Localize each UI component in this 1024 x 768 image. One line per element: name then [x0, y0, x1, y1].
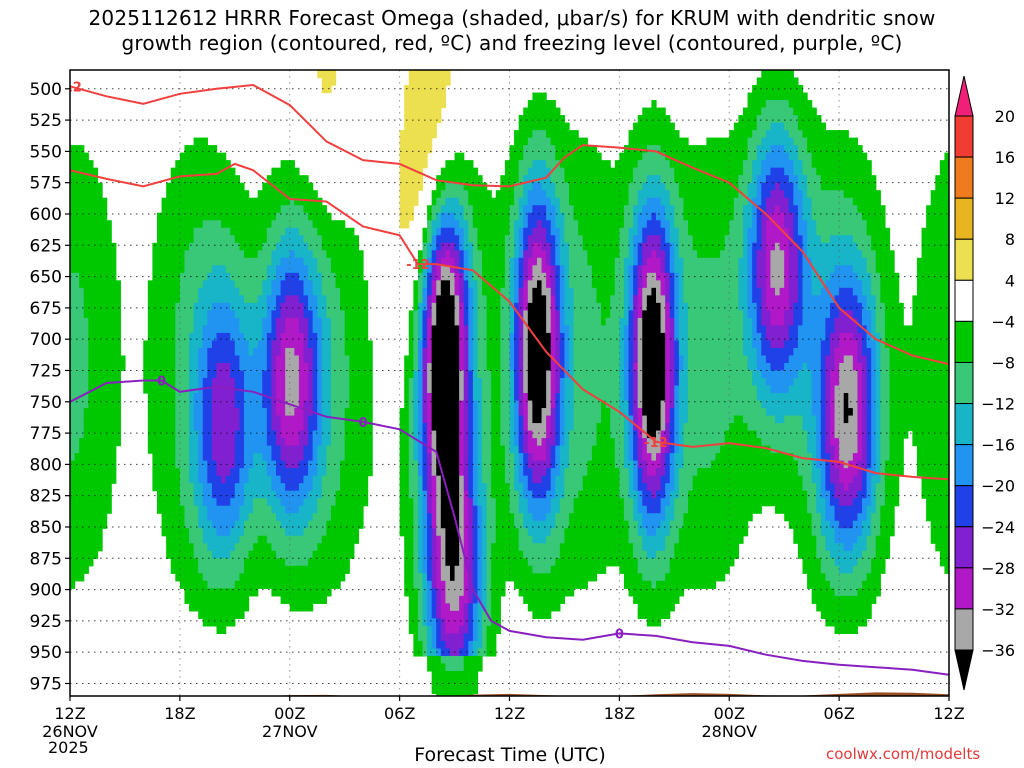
colorbar-swatch — [954, 279, 974, 322]
y-tick-label: 625 — [30, 236, 62, 256]
y-tick-label: 550 — [30, 142, 62, 162]
y-tick-label: 750 — [30, 393, 62, 413]
credit-link[interactable]: coolwx.com/modelts — [826, 745, 981, 763]
y-tick-label: 600 — [30, 205, 62, 225]
colorbar-label: −28 — [981, 559, 1015, 578]
colorbar-label: −16 — [981, 436, 1015, 455]
chart-title: 2025112612 HRRR Forecast Omega (shaded, … — [0, 6, 1024, 56]
y-tick-label: 675 — [30, 299, 62, 319]
dendritic-contour-upper — [70, 83, 949, 366]
colorbar-swatch — [954, 526, 974, 569]
x-tick-label: 18Z — [164, 704, 195, 723]
y-tick-label: 850 — [30, 518, 62, 538]
x-tick-label: 12Z — [933, 704, 964, 723]
contours: -12 -12 -12 0 0 0 — [58, 80, 949, 676]
x-tick-label: 06Z — [823, 704, 854, 723]
colorbar-label: −32 — [981, 600, 1015, 619]
colorbar-swatch — [954, 444, 974, 487]
colorbar-swatch — [954, 238, 974, 281]
y-tick-label: 800 — [30, 455, 62, 475]
x-tick-date: 28NOV — [701, 722, 757, 741]
y-tick-label: 900 — [30, 581, 62, 601]
omega-shading — [70, 70, 949, 696]
axes: 500 525 550 575 600 625 650 675 700 725 750 775 800 8… — [30, 80, 965, 741]
freezing-level-label: 0 — [358, 416, 367, 431]
colorbar-label: 20 — [995, 107, 1015, 126]
colorbar-label: 4 — [1005, 271, 1015, 290]
x-tick-label: 12Z — [54, 704, 85, 723]
colorbar-swatch — [954, 197, 974, 240]
colorbar-label: −12 — [981, 395, 1015, 414]
title-line-1: 2025112612 HRRR Forecast Omega (shaded, … — [88, 6, 936, 30]
year-label: 2025 — [48, 738, 89, 757]
x-tick-label: 00Z — [274, 704, 305, 723]
freezing-level-contour — [70, 379, 949, 676]
x-tick-date: 27NOV — [262, 722, 318, 741]
y-tick-label: 525 — [30, 111, 62, 131]
y-tick-label: 975 — [30, 674, 62, 694]
colorbar-swatch — [954, 485, 974, 528]
colorbar-swatch — [954, 156, 974, 199]
colorbar-label: −4 — [991, 312, 1015, 331]
x-tick-date: 26NOV — [42, 722, 98, 741]
x-tick-label: 12Z — [494, 704, 525, 723]
x-tick-label: 06Z — [384, 704, 415, 723]
y-tick-label: 825 — [30, 487, 62, 507]
freezing-level-contour-label: 0 — [157, 374, 166, 389]
dendritic-contour-lower-label-2: -12 — [644, 436, 668, 451]
y-tick-label: 500 — [30, 80, 62, 100]
colorbar-label: 12 — [995, 189, 1015, 208]
colorbar-label: −8 — [991, 353, 1015, 372]
dendritic-contour-lower-label: -12 — [406, 258, 430, 273]
colorbar-swatch — [954, 361, 974, 405]
x-axis-title: Forecast Time (UTC) — [414, 744, 606, 766]
dendritic-contour-upper-label: -12 — [58, 80, 82, 95]
colorbar-swatch — [954, 320, 974, 363]
colorbar-top-arrow — [954, 75, 974, 117]
x-tick-label: 00Z — [714, 704, 745, 723]
dendritic-contour-lower — [70, 162, 949, 481]
colorbar-label: −20 — [981, 477, 1015, 496]
y-tick-label: 725 — [30, 361, 62, 381]
y-tick-label: 950 — [30, 643, 62, 663]
title-line-2: growth region (contoured, red, ºC) and f… — [121, 31, 903, 55]
colorbar: 20 16 12 8 4 −4 −8 −12 −16 −20 −24 −28 −32 −36 — [954, 75, 1015, 691]
colorbar-label: 8 — [1005, 230, 1015, 249]
y-tick-label: 925 — [30, 612, 62, 632]
colorbar-label: −24 — [981, 518, 1015, 537]
colorbar-swatch — [954, 608, 974, 651]
colorbar-label: −36 — [981, 641, 1015, 660]
colorbar-label: 16 — [995, 148, 1015, 167]
colorbar-swatch — [954, 403, 974, 446]
y-tick-label: 650 — [30, 268, 62, 288]
y-tick-label: 575 — [30, 174, 62, 194]
plot-area: -12 -12 -12 0 0 0 — [58, 69, 950, 697]
y-tick-label: 775 — [30, 424, 62, 444]
colorbar-bottom-arrow — [954, 649, 974, 691]
freezing-level-label: 0 — [615, 627, 624, 642]
x-tick-label: 18Z — [604, 704, 635, 723]
colorbar-swatch — [954, 115, 974, 158]
colorbar-swatch — [954, 567, 974, 610]
y-tick-label: 700 — [30, 330, 62, 350]
y-tick-label: 875 — [30, 549, 62, 569]
